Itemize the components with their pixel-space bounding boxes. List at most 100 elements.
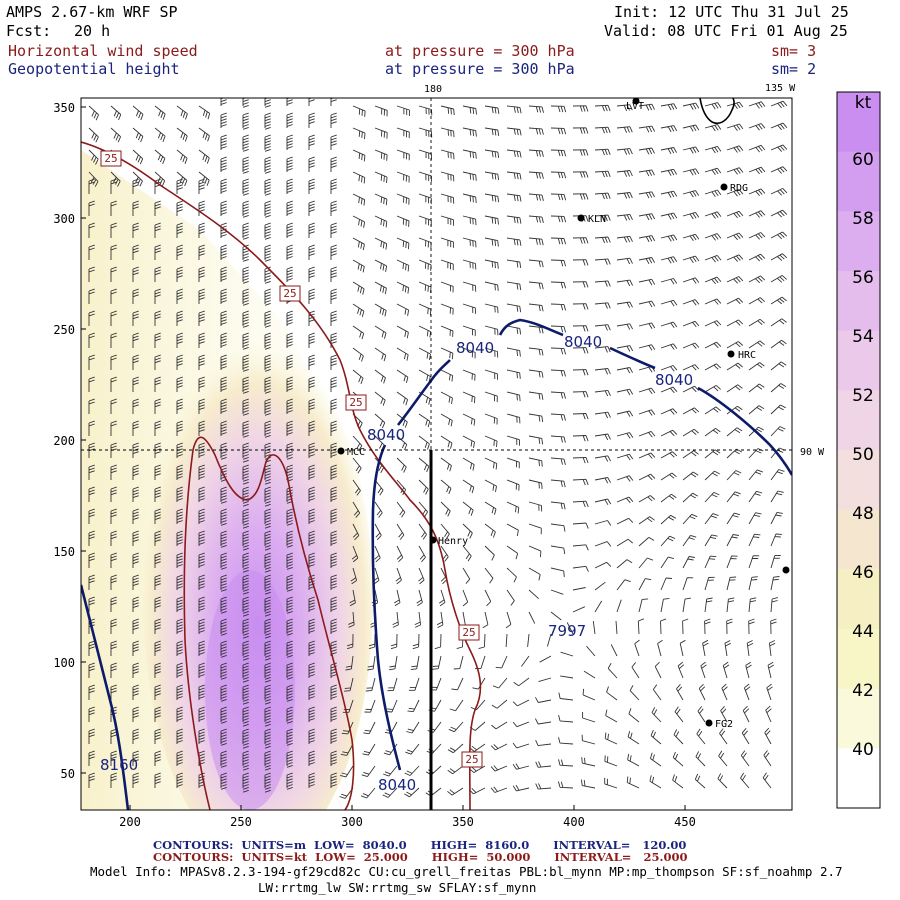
wind-barb	[220, 112, 227, 128]
wind-barb	[652, 684, 662, 701]
wind-barb	[462, 171, 477, 181]
wind-barb	[704, 320, 722, 327]
wind-barb	[365, 677, 376, 692]
wind-barb	[484, 413, 498, 425]
wind-barb	[767, 661, 775, 679]
height-label: 8040	[564, 333, 602, 351]
wind-barb	[572, 281, 589, 288]
wind-barb	[242, 266, 249, 284]
height-label: 8040	[456, 339, 494, 357]
field1-name: Horizontal wind speed	[8, 42, 198, 60]
x-tick-label: 250	[230, 815, 252, 829]
wind-barb	[748, 618, 755, 635]
valid-time: Valid: 08 UTC Fri 01 Aug 25	[604, 22, 848, 40]
wind-barb	[572, 522, 589, 529]
wind-barb	[286, 772, 293, 790]
wind-barb	[550, 567, 565, 577]
wind-barb	[528, 501, 543, 512]
wind-barb	[491, 721, 508, 730]
height-contour-8040-c	[609, 346, 656, 370]
wind-barb	[506, 149, 522, 158]
wind-barb	[572, 456, 589, 464]
wind-barb	[154, 310, 161, 326]
wind-barb	[242, 332, 249, 350]
wind-barb	[572, 259, 589, 266]
wind-barb	[374, 105, 388, 117]
colorbar-label: 42	[852, 681, 874, 701]
wind-barb	[638, 537, 655, 547]
height-label: 8160	[100, 756, 138, 774]
wind-barb	[264, 310, 271, 328]
wind-barb	[286, 750, 293, 768]
wind-barb	[528, 281, 544, 290]
wind-barb	[748, 533, 761, 547]
wind-barb	[616, 579, 631, 591]
wind-barb	[352, 281, 365, 295]
wind-barb	[154, 508, 161, 524]
wind-barb	[176, 178, 183, 194]
wind-barb	[704, 385, 721, 393]
wind-barb	[242, 552, 249, 573]
wind-barb	[638, 278, 656, 286]
wind-barb	[352, 237, 365, 251]
wind-barb	[594, 346, 611, 353]
wind-barb	[242, 640, 249, 661]
wind-barb	[440, 193, 455, 204]
wind-barb	[440, 149, 455, 160]
wind-barb	[462, 369, 476, 381]
wind-barb	[176, 596, 183, 612]
wind-barb	[418, 237, 432, 249]
wind-barb	[512, 721, 530, 728]
wind-barb	[418, 105, 433, 116]
wind-barb	[638, 578, 652, 591]
wind-barb	[374, 545, 381, 563]
wind-barb	[330, 310, 337, 326]
wind-barb	[286, 508, 293, 526]
wind-barb	[88, 420, 95, 436]
wind-barb	[418, 215, 432, 227]
wind-barb	[720, 705, 728, 723]
wind-barb	[572, 325, 589, 332]
wind-barb	[220, 684, 227, 702]
wind-barb	[110, 310, 117, 326]
wind-barb	[351, 545, 359, 563]
wind-barb	[660, 514, 677, 525]
wind-barb	[418, 567, 425, 585]
wind-barb	[396, 281, 410, 294]
wind-barb	[682, 577, 694, 591]
wind-barb	[198, 662, 205, 678]
wind-barb	[616, 104, 633, 111]
colorbar-label: 50	[852, 445, 874, 465]
wind-barb	[484, 259, 499, 269]
wind-barb	[704, 555, 717, 569]
wind-barb	[396, 545, 404, 563]
wind-barb	[770, 166, 788, 174]
wind-barb	[132, 398, 139, 414]
wind-barb	[726, 319, 744, 327]
wind-contour-label: 25	[349, 396, 362, 409]
wind-barb	[682, 102, 700, 110]
wind-barb	[484, 105, 500, 114]
wind-barb	[110, 574, 117, 590]
wind-barb	[308, 156, 315, 172]
wind-barb	[550, 545, 566, 555]
wind-barb	[726, 189, 744, 197]
wind-barb	[242, 98, 249, 108]
wind-barb	[704, 102, 722, 110]
wind-barb	[88, 486, 95, 502]
field2-name: Geopotential height	[8, 60, 180, 78]
wind-barb	[535, 740, 552, 747]
wind-barb	[528, 457, 543, 467]
wind-barb	[242, 354, 249, 372]
wind-barb	[726, 167, 744, 175]
colorbar-segment	[837, 748, 880, 809]
wind-barb	[220, 596, 227, 614]
wind-barb	[198, 310, 205, 326]
wind-barb	[506, 171, 522, 180]
wind-barb	[484, 523, 496, 538]
wind-barb	[220, 354, 227, 370]
wind-barb	[638, 516, 655, 525]
wind-barb	[704, 211, 722, 219]
wind-barb	[674, 706, 684, 723]
wind-barb	[154, 706, 161, 722]
